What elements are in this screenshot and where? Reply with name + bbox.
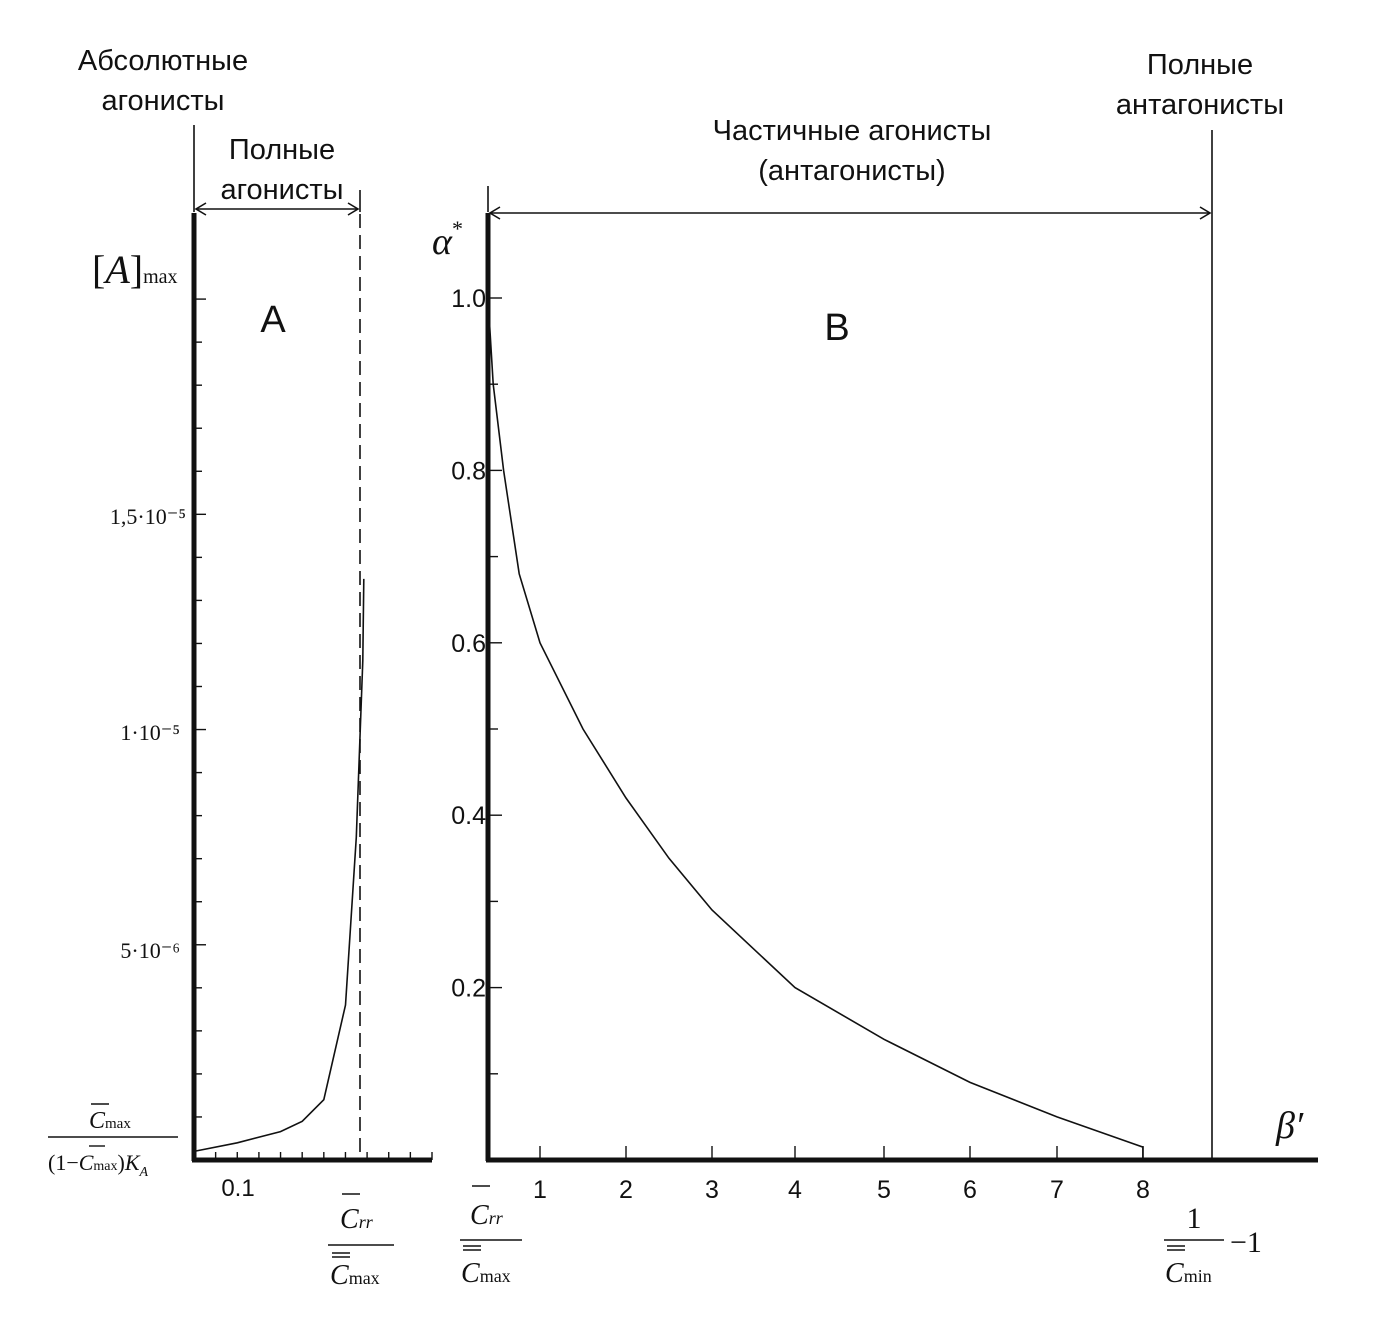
panel-b-label: B: [824, 307, 849, 349]
svg-text:Cmax: Cmax: [89, 1108, 131, 1134]
svg-text:(1−Cmax)KA: (1−Cmax)KA: [48, 1150, 149, 1180]
panel-a-xtick-label: 0.1: [221, 1175, 254, 1202]
svg-text:Crr: Crr: [470, 1200, 504, 1231]
panel-b-ylabel: α*: [432, 216, 463, 263]
header-absolute-agonists-line2: агонисты: [101, 85, 224, 117]
panel-b-xtick-label: 7: [1050, 1176, 1064, 1204]
panel-a-ytick-label: 5·10⁻⁶: [120, 938, 180, 963]
svg-text:[A]max: [A]max: [92, 247, 178, 292]
panel-b-xtick-label: 2: [619, 1176, 633, 1204]
panel-b-xlabel: β′: [1275, 1105, 1304, 1147]
svg-text:Cmax: Cmax: [330, 1260, 380, 1291]
panel-b-xtick-label: 5: [877, 1176, 891, 1204]
header-full-agonists-line1: Полные: [229, 134, 335, 166]
panel-b-xtick-label: 4: [788, 1176, 802, 1204]
partial-agonists-range-arrow: [488, 206, 1212, 220]
full-agonists-range-arrow: [194, 202, 360, 216]
panel-b-ytick-label: 0.6: [451, 630, 486, 658]
panel-b-xtick-label: 3: [705, 1176, 719, 1204]
panel-b-ytick-label: 0.2: [451, 975, 486, 1003]
header-full-antagonists-line1: Полные: [1147, 49, 1253, 81]
panel-a: A [A]max 1,5·10⁻⁵ 1·10⁻⁵ 5·10⁻⁶ Cmax (1−…: [48, 213, 433, 1291]
panel-b-xtick-label: 6: [963, 1176, 977, 1204]
panel-b-x-origin-label: Crr Cmax: [460, 1185, 522, 1289]
svg-text:1: 1: [1187, 1202, 1202, 1235]
panel-b-x-end-label: 1 Cmin −1: [1164, 1202, 1262, 1289]
panel-b-ytick-label: 0.8: [451, 457, 486, 485]
panel-a-xlabel: Crr Cmax: [328, 1193, 394, 1291]
svg-text:−1: −1: [1230, 1226, 1262, 1259]
header-absolute-agonists: Абсолютные агонисты: [78, 45, 248, 117]
panel-a-ticks: [194, 298, 433, 1160]
svg-text:Crr: Crr: [340, 1204, 374, 1235]
svg-text:β′: β′: [1275, 1105, 1304, 1147]
panel-a-y-origin-label: Cmax (1−Cmax)KA: [48, 1103, 178, 1180]
panel-a-label: A: [260, 299, 286, 341]
svg-text:Cmax: Cmax: [461, 1258, 511, 1289]
panel-b-xtick-label: 8: [1136, 1176, 1150, 1204]
svg-text:Cmin: Cmin: [1165, 1258, 1212, 1289]
panel-b-ytick-label: 1.0: [451, 285, 486, 313]
panel-b: 0.2 0.4 0.6 0.8 1.0 1 2 3 4 5 6 7 8 B α* β′ Crr Cmax…: [432, 213, 1318, 1289]
header-full-agonists: Полные агонисты: [220, 134, 343, 206]
header-partial-agonists-line1: Частичные агонисты: [713, 115, 992, 147]
header-partial-agonists: Частичные агонисты (антагонисты): [713, 115, 992, 187]
panel-b-curve: [487, 297, 1195, 1161]
panel-b-ytick-label: 0.4: [451, 802, 486, 830]
header-full-agonists-line2: агонисты: [220, 174, 343, 206]
panel-a-ytick-label: 1·10⁻⁵: [120, 720, 180, 745]
panel-b-xtick-label: 1: [533, 1176, 547, 1204]
header-absolute-agonists-line1: Абсолютные: [78, 45, 248, 77]
panel-a-ylabel: [A]max: [92, 247, 178, 292]
panel-a-curve: [193, 578, 365, 1153]
header-partial-agonists-line2: (антагонисты): [758, 155, 945, 187]
svg-text:α*: α*: [432, 216, 463, 263]
panel-b-ticks: 0.2 0.4 0.6 0.8 1.0 1 2 3 4 5 6 7 8: [451, 285, 1150, 1204]
panel-a-ytick-label: 1,5·10⁻⁵: [110, 504, 186, 529]
header-full-antagonists-line2: антагонисты: [1116, 89, 1284, 121]
header-full-antagonists: Полные антагонисты: [1116, 49, 1284, 121]
